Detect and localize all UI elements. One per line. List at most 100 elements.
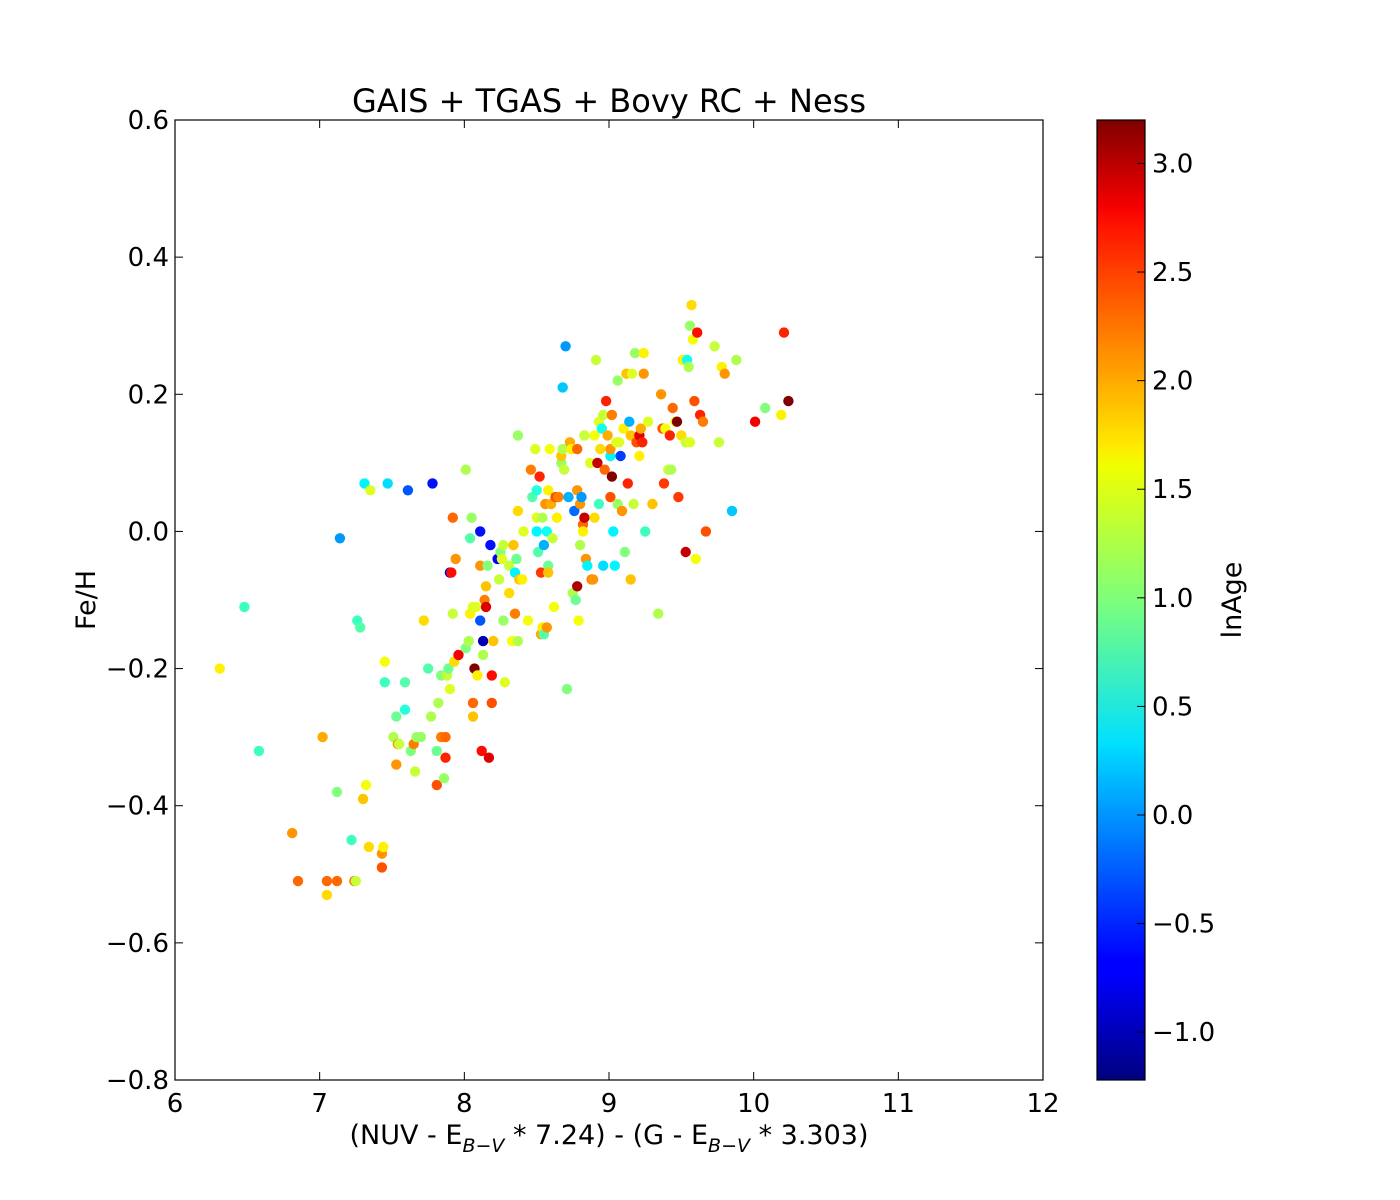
data-point-208 (638, 368, 649, 379)
data-point-192 (618, 423, 629, 434)
data-point-0 (214, 663, 225, 674)
data-point-79 (477, 649, 489, 661)
data-point-45 (431, 779, 442, 791)
data-point-170 (593, 498, 605, 510)
data-point-209 (640, 526, 651, 537)
colorbar-tick-label-0: −1.0 (1152, 1018, 1215, 1048)
x-label-subscript-1: B−V (462, 1135, 506, 1157)
data-point-90 (493, 574, 505, 585)
data-point-223 (673, 491, 684, 503)
colorbar-tick-label-3: 0.5 (1152, 692, 1193, 722)
data-point-183 (606, 471, 618, 482)
data-point-173 (596, 423, 607, 434)
y-tick-label-6: 0.4 (128, 243, 169, 273)
data-point-230 (684, 320, 696, 331)
data-point-77 (476, 745, 487, 757)
data-points (214, 299, 794, 901)
data-point-153 (573, 615, 584, 626)
x-tick-label-1: 7 (311, 1089, 328, 1119)
data-point-7 (321, 889, 333, 901)
data-point-66 (464, 533, 476, 544)
data-point-150 (572, 581, 583, 592)
data-point-34 (402, 485, 414, 496)
data-point-19 (363, 841, 375, 853)
data-point-247 (760, 402, 771, 414)
data-point-160 (579, 430, 590, 441)
data-point-11 (346, 834, 357, 846)
data-point-60 (450, 553, 461, 565)
x-label-part-3: * 3.303) (750, 1120, 869, 1151)
data-point-243 (719, 368, 730, 379)
data-point-182 (606, 409, 618, 421)
data-point-181 (605, 443, 616, 455)
data-point-163 (585, 457, 596, 469)
data-point-245 (731, 354, 742, 366)
data-point-172 (595, 443, 606, 455)
colorbar-ticks: −1.0 −0.5 0.0 0.5 1.0 1.5 2.0 2.5 3.0 (1137, 149, 1215, 1048)
data-point-2 (253, 745, 265, 757)
data-point-57 (447, 512, 458, 523)
y-axis-label: Fe/H (71, 570, 102, 630)
data-point-210 (642, 416, 654, 427)
data-point-61 (453, 649, 464, 661)
y-tick-label-4: 0.0 (128, 517, 169, 547)
plot-area (175, 120, 1043, 1080)
data-point-104 (512, 635, 524, 647)
data-point-149 (570, 594, 581, 606)
data-point-175 (598, 560, 609, 571)
data-point-246 (749, 416, 761, 427)
colorbar-tick-label-6: 2.0 (1152, 367, 1193, 397)
data-point-227 (680, 546, 691, 558)
data-point-109 (522, 615, 534, 626)
data-point-3 (287, 827, 298, 839)
data-point-116 (532, 546, 544, 558)
data-point-232 (686, 299, 697, 311)
data-point-39 (415, 731, 427, 743)
chart-title: GAIS + TGAS + Bovy RC + Ness (352, 82, 866, 120)
data-point-222 (671, 416, 683, 427)
data-point-37 (409, 766, 421, 777)
data-point-50 (440, 731, 451, 743)
data-point-94 (498, 539, 509, 551)
data-point-178 (602, 430, 613, 441)
data-point-20 (365, 485, 376, 496)
data-point-229 (683, 361, 694, 373)
data-point-155 (574, 539, 586, 551)
data-point-179 (605, 491, 616, 503)
data-point-54 (444, 683, 456, 695)
data-point-151 (572, 443, 583, 455)
data-point-197 (625, 430, 636, 441)
data-point-196 (624, 416, 635, 427)
data-point-31 (394, 738, 405, 750)
data-point-218 (664, 430, 675, 441)
data-point-78 (477, 635, 489, 647)
data-point-101 (509, 608, 521, 619)
data-point-6 (321, 875, 333, 887)
data-point-212 (653, 608, 664, 619)
data-point-159 (579, 512, 590, 523)
x-label-subscript-2: B−V (708, 1135, 752, 1157)
data-point-92 (496, 553, 508, 565)
data-point-120 (537, 512, 548, 523)
data-point-200 (628, 498, 639, 510)
data-point-176 (599, 464, 610, 475)
data-point-148 (569, 505, 580, 517)
data-point-44 (431, 745, 442, 757)
x-axis-ticks: 6 7 8 9 10 11 12 (167, 120, 1060, 1119)
x-label-part-2: * 7.24) - (G - E (504, 1120, 708, 1151)
data-point-167 (589, 430, 600, 441)
data-point-156 (576, 491, 587, 503)
data-point-250 (783, 395, 794, 407)
data-point-213 (655, 389, 667, 400)
data-point-236 (692, 327, 703, 338)
data-point-136 (553, 491, 564, 503)
data-point-63 (460, 464, 471, 475)
data-point-46 (433, 697, 444, 709)
data-point-26 (382, 478, 393, 489)
data-point-28 (391, 759, 402, 770)
data-point-32 (399, 704, 411, 715)
data-point-112 (530, 443, 541, 455)
data-point-195 (622, 478, 633, 489)
data-point-102 (511, 553, 522, 565)
